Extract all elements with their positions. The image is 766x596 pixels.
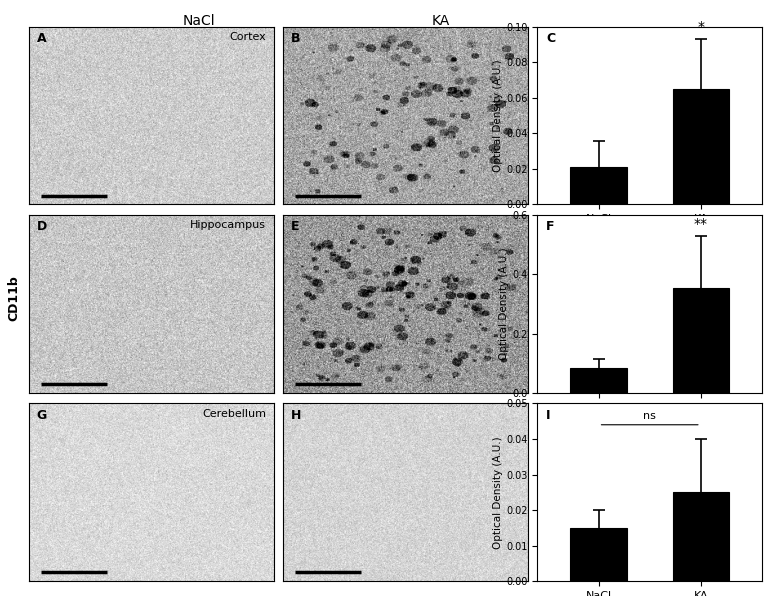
Text: Cortex: Cortex [230,32,267,42]
Bar [571,368,627,393]
Text: *: * [697,20,704,34]
Text: H: H [290,409,301,422]
Text: G: G [37,409,47,422]
Text: CD11b: CD11b [8,275,20,321]
Text: F: F [546,221,555,234]
Text: B: B [290,32,300,45]
Text: D: D [37,221,47,234]
Bar [673,89,729,204]
Text: A: A [37,32,46,45]
Y-axis label: Optical Density (A.U.): Optical Density (A.U.) [499,248,509,360]
Text: C: C [546,32,555,45]
Text: Hippocampus: Hippocampus [190,221,267,231]
Bar [571,167,627,204]
Text: **: ** [694,216,708,231]
Bar [673,288,729,393]
Bar [571,528,627,581]
Text: E: E [290,221,299,234]
Text: I: I [546,409,551,422]
Y-axis label: Optical Density (A.U.): Optical Density (A.U.) [493,60,503,172]
Text: Cerebellum: Cerebellum [202,409,267,419]
Text: NaCl: NaCl [183,14,215,28]
Bar [673,492,729,581]
Text: KA: KA [431,14,450,28]
Text: ns: ns [643,411,656,421]
Y-axis label: Optical Density (A.U.): Optical Density (A.U.) [493,436,503,548]
